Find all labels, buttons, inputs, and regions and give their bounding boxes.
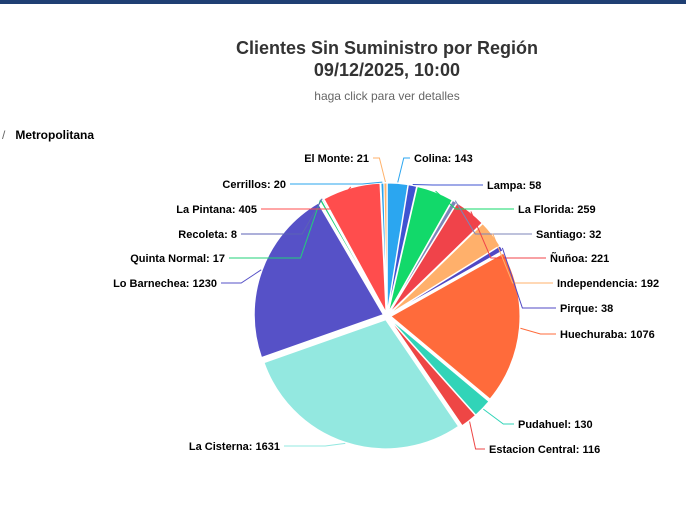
data-label-santiago: Santiago: 32 [536, 229, 601, 241]
label-connector-pirque [501, 247, 556, 309]
pie-slice-lo-barnechea[interactable] [253, 202, 384, 359]
chart-subtitle: haga click para ver detalles [314, 89, 460, 103]
data-label-colina: Colina: 143 [414, 153, 473, 165]
pie-slice-huechuraba[interactable] [390, 252, 521, 400]
chart-title: Clientes Sin Suministro por Región 09/12… [0, 37, 686, 81]
pie-slice-la-florida[interactable] [387, 185, 453, 313]
label-connector-santiago [454, 200, 532, 235]
pie-slice-el-monte[interactable] [383, 182, 388, 313]
data-label-pudahuel: Pudahuel: 130 [518, 419, 593, 431]
breadcrumb-separator: / [2, 128, 6, 142]
label-connector-recoleta [241, 198, 323, 235]
data-label-lampa: Lampa: 58 [487, 180, 541, 192]
label-connector-lampa [412, 183, 483, 186]
pie-slice-la-pintana[interactable] [323, 182, 387, 313]
label-connector-la-florida [435, 190, 514, 210]
chart-title-line-2: 09/12/2025, 10:00 [313, 60, 461, 80]
data-label-estacion-central: Estacion Central: 116 [489, 444, 600, 456]
label-connector-el-monte [373, 157, 386, 183]
pie-slice-lampa[interactable] [387, 184, 418, 313]
label-connector-nunoa [470, 211, 546, 259]
breadcrumb-current-region: Metropolitana [15, 128, 95, 142]
label-connector-la-cisterna [284, 442, 346, 447]
pie-slice-pudahuel[interactable] [389, 318, 490, 416]
label-connector-independencia [492, 233, 553, 284]
data-label-lo-barnechea: Lo Barnechea: 1230 [113, 278, 217, 290]
drilldown-breadcrumb: / Metropolitana [2, 128, 94, 142]
label-connector-quinta-normal [229, 199, 321, 259]
pie-data-labels: Colina: 143 Lampa: 58 La Florida: 259 Santi… [113, 153, 659, 456]
label-connector-huechuraba [520, 327, 556, 335]
label-connector-pudahuel [483, 408, 514, 425]
chart-title-line-1: Clientes Sin Suministro por Región [235, 38, 539, 58]
data-label-pirque: Pirque: 38 [560, 303, 613, 315]
data-label-nunoa: Ñuñoa: 221 [550, 252, 609, 265]
label-connector-lo-barnechea [221, 269, 262, 284]
data-label-la-cisterna: La Cisterna: 1631 [189, 441, 280, 453]
label-connector-cerrillos [290, 181, 383, 185]
data-label-cerrillos: Cerrillos: 20 [222, 179, 286, 191]
label-connector-la-pintana [261, 186, 352, 210]
data-label-la-pintana: La Pintana: 405 [176, 204, 257, 216]
data-label-independencia: Independencia: 192 [557, 278, 659, 290]
top-accent-bar [0, 0, 686, 4]
label-connector-colina [397, 157, 410, 183]
data-label-quinta-normal: Quinta Normal: 17 [130, 253, 225, 265]
pie-slice-recoleta[interactable] [321, 198, 386, 313]
pie-slice-la-cisterna[interactable] [263, 319, 460, 450]
data-label-recoleta: Recoleta: 8 [178, 229, 237, 241]
pie-slice-estacion-central[interactable] [389, 318, 477, 427]
label-connector-estacion-central [469, 421, 485, 450]
data-label-la-florida: La Florida: 259 [518, 204, 596, 216]
data-label-huechuraba: Huechuraba: 1076 [560, 329, 655, 341]
data-label-el-monte: El Monte: 21 [304, 153, 369, 165]
pie-slices [253, 182, 521, 450]
